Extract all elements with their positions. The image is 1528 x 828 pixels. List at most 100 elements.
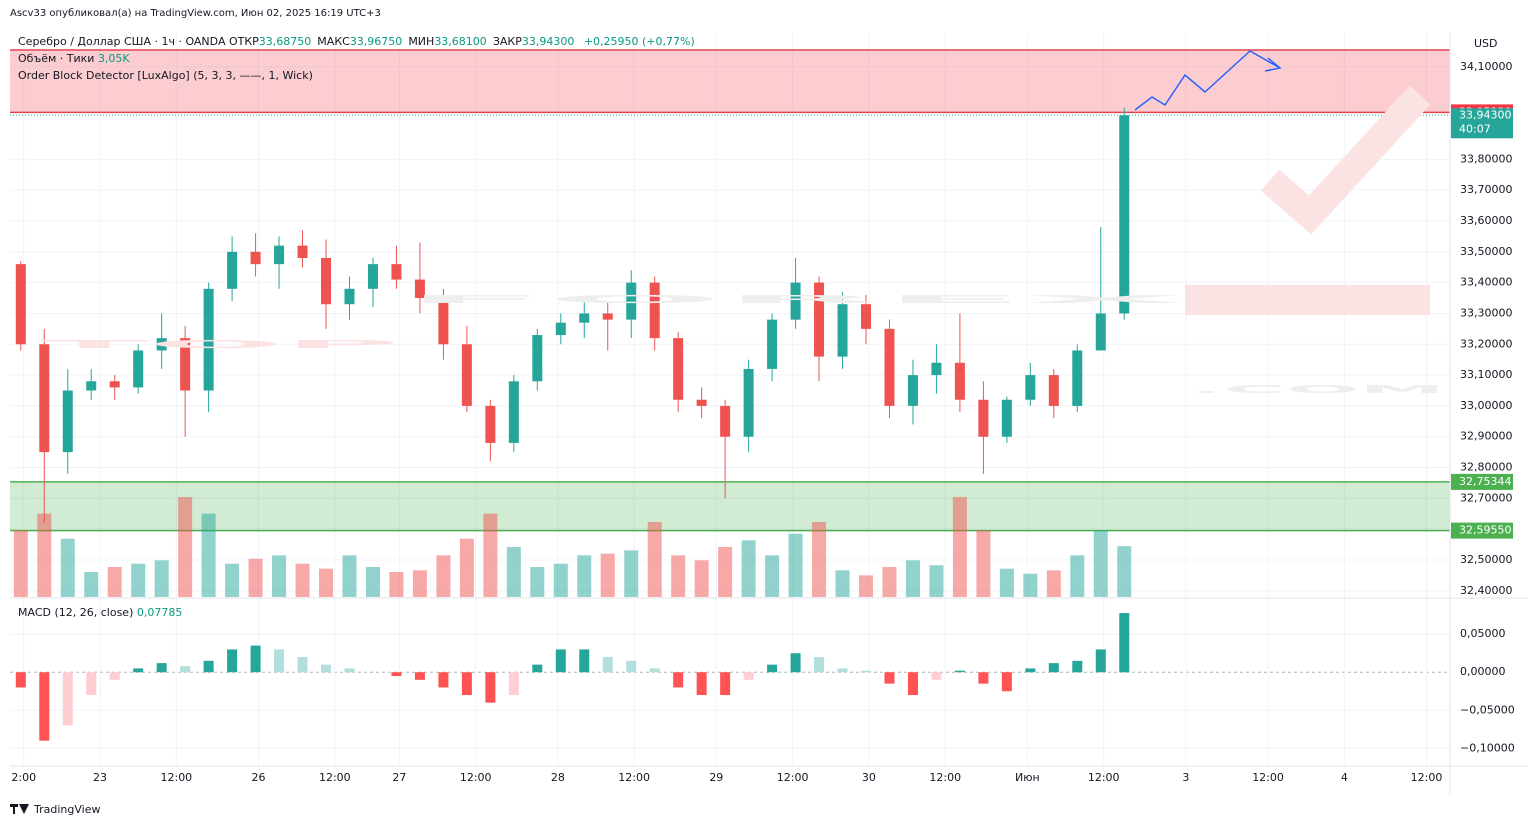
macd-bar (1095, 649, 1106, 673)
macd-bar (39, 672, 50, 741)
volume-bar (365, 567, 380, 597)
author-line: Ascv33 опубликовал(а) на TradingView.com… (10, 8, 381, 19)
footer-brand: TradingView (33, 803, 100, 816)
macd-bar (1048, 663, 1059, 673)
candle-body (837, 304, 848, 357)
volume-bar (788, 533, 803, 597)
legend-row: Серебро / Доллар США · 1ч · OANDA ОТКР33… (18, 35, 695, 48)
volume-value: 3,05K (97, 52, 130, 65)
macd-bar (485, 672, 496, 703)
candle-body (344, 288, 355, 305)
candle-body (1001, 399, 1012, 437)
volume-bar (37, 513, 52, 597)
candle-body (884, 328, 895, 406)
watermark-text: FOREX (405, 293, 1195, 306)
y-tick-label: 33,80000 (1460, 152, 1513, 165)
volume-bar (506, 547, 521, 597)
candle-body (250, 251, 261, 265)
x-tick-label: 28 (551, 771, 565, 784)
volume-bar (999, 568, 1014, 597)
macd-bar (626, 660, 637, 673)
volume-bar (718, 547, 733, 597)
volume-bar (1023, 573, 1038, 597)
x-tick-label: 12:00 (618, 771, 650, 784)
candle-body (743, 368, 754, 437)
volume-bar (577, 555, 592, 597)
macd-bar (297, 657, 308, 673)
volume-bar (1093, 530, 1108, 597)
change: +0,25950 (+0,77%) (583, 35, 695, 48)
candle-body (1072, 350, 1083, 406)
volume-bar (295, 563, 310, 597)
price-tag (1451, 108, 1513, 139)
x-tick-label: 12:00 (777, 771, 809, 784)
volume-bar (483, 513, 498, 597)
price-tag (1451, 473, 1513, 490)
candle-body (62, 390, 73, 453)
x-tick-label: 12:00 (460, 771, 492, 784)
watermark: TOP FOREX .COM (40, 85, 1445, 396)
macd-bar (1119, 613, 1130, 673)
volume-bar (1046, 570, 1061, 597)
y-tick-label: 33,00000 (1460, 399, 1513, 412)
macd-bar (133, 668, 144, 673)
volume-bar (131, 563, 146, 597)
candle-body (1119, 115, 1130, 314)
forecast-drawing (1134, 50, 1282, 111)
price-tag-label: 33,94300 (1459, 108, 1512, 121)
y-tick-label: 33,20000 (1460, 337, 1513, 350)
y-tick-label: 33,10000 (1460, 368, 1513, 381)
volume-bar (13, 530, 28, 597)
volume-legend: Объём · Тики 3,05K (18, 52, 130, 65)
macd-bar (720, 672, 731, 696)
demand-zone (10, 481, 1450, 531)
macd-bar (109, 672, 120, 680)
candle-body (461, 344, 472, 406)
macd-bar (767, 664, 778, 673)
y-tick-label: −0,05000 (1460, 703, 1515, 716)
ohlc-key: МИН (408, 35, 435, 48)
candle-body (227, 251, 238, 289)
candle-body (673, 338, 684, 400)
volume-bar (201, 513, 216, 597)
macd-bar (508, 672, 519, 696)
macd-bar (555, 649, 566, 673)
macd-bar (696, 672, 707, 696)
candle-body (555, 322, 566, 336)
y-tick-label: 0,00000 (1460, 665, 1506, 678)
candle-body (1025, 375, 1036, 400)
y-tick-label: −0,10000 (1460, 741, 1515, 754)
y-tick-label: 32,90000 (1460, 430, 1513, 443)
ohlc: ОТКР33,68750 МАКС33,96750 МИН33,68100 ЗАКР3… (229, 35, 580, 48)
volume-bar (248, 558, 263, 597)
volume-bar (741, 540, 756, 597)
candle-body (532, 335, 543, 382)
macd-bar (907, 672, 918, 696)
x-tick-label: 12:00 (1088, 771, 1120, 784)
countdown: 40:07 (1459, 122, 1491, 135)
macd-bar (954, 670, 965, 673)
macd-bar (532, 664, 543, 673)
candle-body (274, 245, 285, 265)
volume-bar (671, 555, 686, 597)
x-tick-label: 2:00 (11, 771, 36, 784)
x-tick-label: 12:00 (1252, 771, 1284, 784)
volume-bar (1117, 546, 1132, 597)
candle-body (297, 245, 308, 258)
x-tick-label: 12:00 (929, 771, 961, 784)
x-tick-label: 29 (709, 771, 723, 784)
candle-body (133, 350, 144, 388)
candle-body (203, 288, 214, 391)
volume-bar (600, 553, 615, 597)
price-tag-label: 32,75344 (1459, 475, 1512, 488)
candle-body (1095, 313, 1106, 351)
volume-bar (342, 555, 357, 597)
y-tick-label: 32,80000 (1460, 461, 1513, 474)
volume-bar (389, 572, 404, 597)
macd-bar (1001, 672, 1012, 692)
watermark-text: TOP (40, 338, 400, 351)
volume-bar (882, 567, 897, 597)
macd-bar (274, 649, 285, 673)
x-tick-label: 27 (392, 771, 406, 784)
volume-bar (858, 575, 873, 597)
